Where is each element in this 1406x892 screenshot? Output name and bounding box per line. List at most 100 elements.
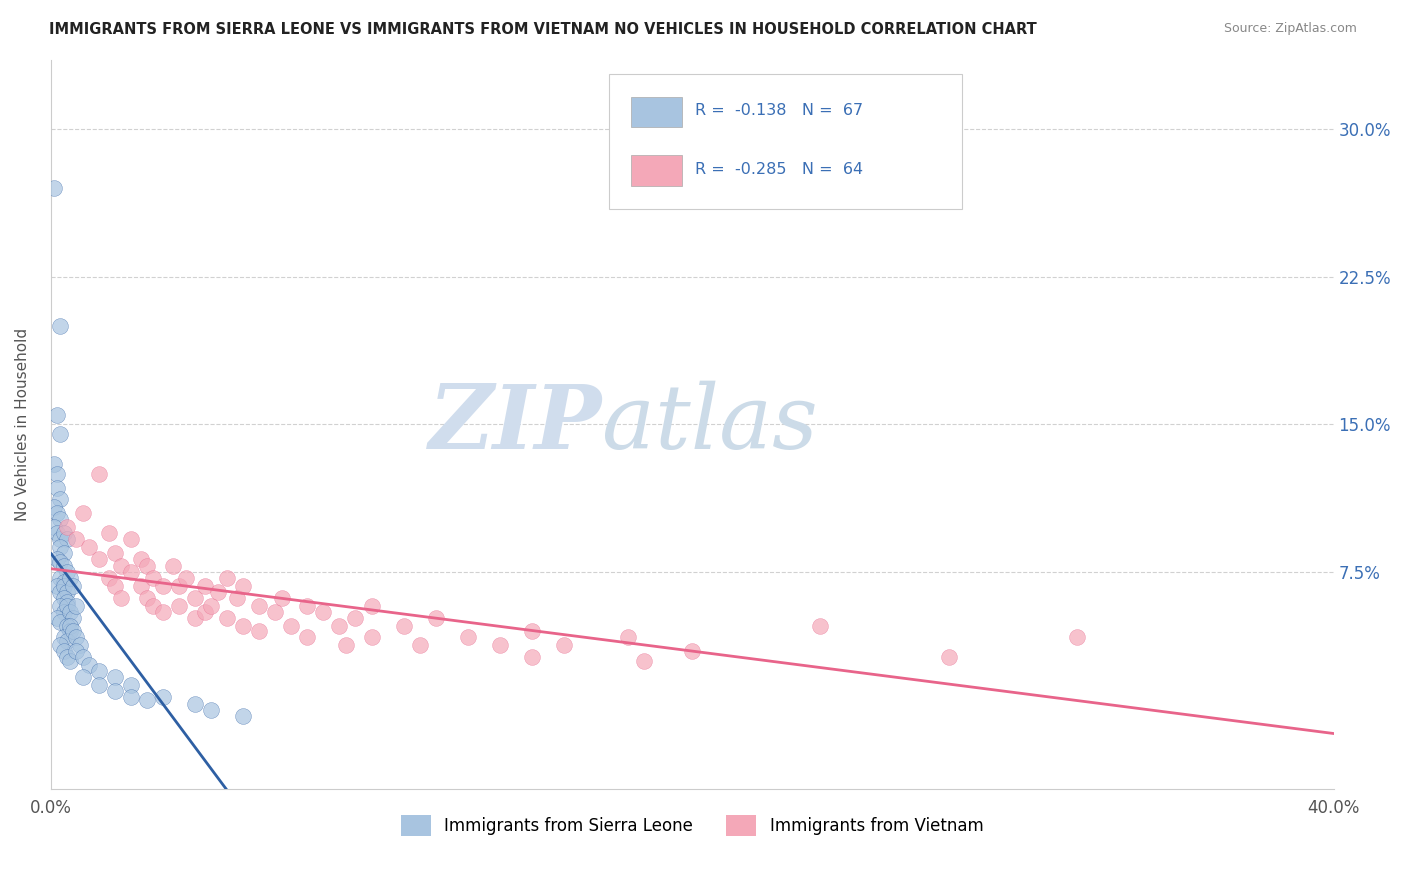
Point: [633, 654, 655, 668]
Point: [110, 559, 132, 574]
Point: [162, 559, 184, 574]
Point: [79, 658, 101, 673]
Point: [46, 506, 69, 520]
Point: [152, 605, 174, 619]
Point: [264, 605, 287, 619]
Point: [142, 599, 165, 613]
Point: [104, 579, 127, 593]
Point: [335, 638, 357, 652]
Point: [520, 650, 543, 665]
Point: [87, 678, 110, 692]
Point: [49, 532, 72, 546]
Point: [56, 618, 79, 632]
Point: [46, 481, 69, 495]
Point: [52, 605, 75, 619]
Point: [425, 610, 447, 624]
Point: [457, 631, 479, 645]
Point: [247, 624, 270, 639]
Point: [194, 605, 217, 619]
Point: [152, 579, 174, 593]
Point: [49, 512, 72, 526]
Point: [56, 650, 79, 665]
Point: [65, 532, 87, 546]
Point: [120, 678, 142, 692]
Point: [136, 591, 159, 605]
Point: [200, 703, 222, 717]
Text: R =  -0.285   N =  64: R = -0.285 N = 64: [695, 161, 863, 177]
Point: [56, 595, 79, 609]
Point: [232, 579, 254, 593]
Point: [46, 467, 69, 481]
Point: [42, 520, 65, 534]
Point: [49, 556, 72, 570]
Point: [65, 644, 87, 658]
Point: [42, 500, 65, 515]
Point: [247, 599, 270, 613]
Point: [617, 631, 640, 645]
Point: [120, 690, 142, 704]
Y-axis label: No Vehicles in Household: No Vehicles in Household: [15, 328, 30, 521]
Point: [810, 618, 832, 632]
Point: [408, 638, 430, 652]
Point: [52, 575, 75, 590]
Point: [97, 571, 120, 585]
Point: [120, 566, 142, 580]
Point: [42, 457, 65, 471]
Point: [280, 618, 302, 632]
Point: [297, 599, 319, 613]
Point: [152, 690, 174, 704]
Point: [72, 670, 94, 684]
Point: [56, 532, 79, 546]
Point: [184, 591, 207, 605]
Point: [52, 525, 75, 540]
Point: [681, 644, 703, 658]
Point: [49, 492, 72, 507]
Point: [167, 579, 190, 593]
Point: [49, 540, 72, 554]
Point: [52, 545, 75, 559]
Point: [360, 599, 382, 613]
Point: [87, 664, 110, 678]
Point: [488, 638, 510, 652]
Point: [328, 618, 350, 632]
Point: [59, 654, 82, 668]
Point: [174, 571, 197, 585]
Point: [129, 579, 152, 593]
Point: [72, 506, 94, 520]
Point: [56, 585, 79, 599]
Point: [120, 532, 142, 546]
Point: [87, 467, 110, 481]
Point: [65, 599, 87, 613]
Point: [129, 551, 152, 566]
Point: [553, 638, 575, 652]
Point: [217, 610, 239, 624]
Point: [360, 631, 382, 645]
Point: [200, 599, 222, 613]
Point: [52, 631, 75, 645]
Point: [344, 610, 367, 624]
Point: [56, 599, 79, 613]
Point: [62, 610, 84, 624]
Point: [104, 683, 127, 698]
FancyBboxPatch shape: [631, 97, 682, 128]
Point: [49, 615, 72, 629]
Point: [1066, 631, 1088, 645]
Text: R =  -0.138   N =  67: R = -0.138 N = 67: [695, 103, 863, 118]
Point: [62, 579, 84, 593]
Point: [184, 610, 207, 624]
Point: [56, 520, 79, 534]
Point: [312, 605, 335, 619]
Point: [69, 638, 91, 652]
FancyBboxPatch shape: [631, 155, 682, 186]
Point: [207, 585, 229, 599]
Point: [46, 551, 69, 566]
Point: [59, 618, 82, 632]
Text: IMMIGRANTS FROM SIERRA LEONE VS IMMIGRANTS FROM VIETNAM NO VEHICLES IN HOUSEHOLD: IMMIGRANTS FROM SIERRA LEONE VS IMMIGRAN…: [49, 22, 1038, 37]
Point: [97, 525, 120, 540]
Point: [72, 650, 94, 665]
Point: [194, 579, 217, 593]
Point: [232, 709, 254, 723]
Point: [392, 618, 415, 632]
Point: [46, 408, 69, 422]
Point: [59, 624, 82, 639]
